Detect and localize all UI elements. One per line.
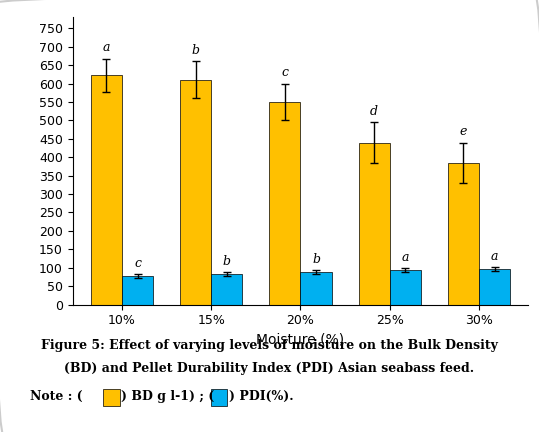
Text: ) PDI(%).: ) PDI(%). bbox=[229, 390, 293, 403]
Text: Figure 5: Effect of varying levels of moisture on the Bulk Density: Figure 5: Effect of varying levels of mo… bbox=[41, 339, 498, 352]
Text: a: a bbox=[402, 251, 409, 264]
Text: Note : (: Note : ( bbox=[30, 390, 87, 403]
Bar bbox=[390, 270, 421, 305]
Bar bbox=[358, 143, 390, 305]
Bar bbox=[270, 102, 301, 305]
Text: a: a bbox=[491, 250, 499, 263]
Text: ) BD g l-1) ; (: ) BD g l-1) ; ( bbox=[121, 390, 218, 403]
Bar bbox=[301, 272, 331, 305]
Text: c: c bbox=[134, 257, 141, 270]
Text: b: b bbox=[223, 255, 231, 268]
Bar bbox=[91, 76, 122, 305]
Text: b: b bbox=[191, 44, 199, 57]
Bar bbox=[448, 163, 479, 305]
Bar bbox=[479, 269, 510, 305]
Text: b: b bbox=[312, 253, 320, 266]
Bar bbox=[211, 274, 243, 305]
Text: c: c bbox=[281, 66, 288, 79]
Text: e: e bbox=[460, 125, 467, 138]
Text: a: a bbox=[102, 41, 110, 54]
Bar bbox=[122, 276, 153, 305]
Bar bbox=[180, 80, 211, 305]
Text: d: d bbox=[370, 105, 378, 118]
Text: (BD) and Pellet Durability Index (PDI) Asian seabass feed.: (BD) and Pellet Durability Index (PDI) A… bbox=[65, 362, 474, 375]
X-axis label: Moisture (%): Moisture (%) bbox=[257, 333, 344, 347]
